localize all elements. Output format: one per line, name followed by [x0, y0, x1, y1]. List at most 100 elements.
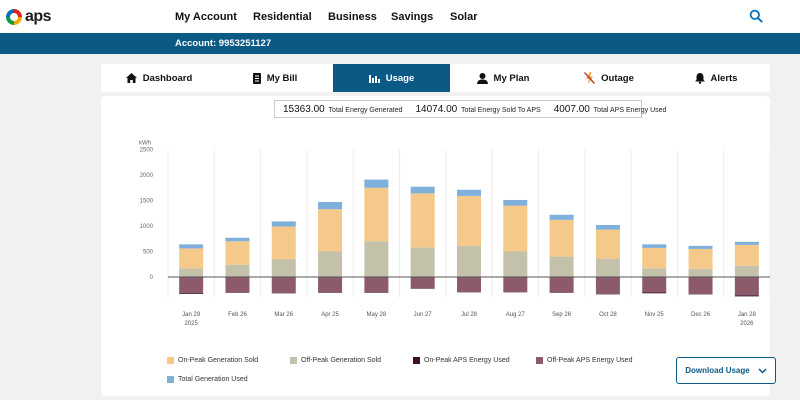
legend-swatch [536, 357, 543, 364]
bar-on-peak-generation-sold [318, 209, 343, 252]
bar-off-peak-aps-energy-used [364, 277, 389, 293]
bar-off-peak-generation-sold [318, 251, 343, 277]
tab-usage[interactable]: Usage [333, 64, 450, 92]
legend-label: Total Generation Used [178, 376, 248, 383]
bar-on-peak-generation-sold [271, 226, 296, 260]
bar-off-peak-generation-sold [688, 268, 713, 277]
bar-off-peak-generation-sold [503, 251, 528, 277]
download-usage-button[interactable]: Download Usage [676, 357, 776, 384]
bill-icon [252, 72, 261, 84]
bar-off-peak-aps-energy-used [642, 277, 667, 293]
bar-total-generation-used [503, 199, 528, 206]
bar-on-peak-aps-energy-used [271, 292, 296, 294]
sold-value: 14074.00 [415, 103, 458, 115]
bar-total-generation-used [410, 186, 435, 194]
bar-on-peak-generation-sold [642, 247, 667, 269]
summary-generated: 15363.00 Total Energy Generated [283, 104, 402, 115]
aps-logo[interactable]: aps [6, 8, 52, 26]
bar-on-peak-generation-sold [364, 187, 389, 242]
bar-off-peak-generation-sold [225, 264, 250, 277]
bar-total-generation-used [688, 245, 713, 249]
legend-item-total-used[interactable]: Total Generation Used [167, 376, 248, 383]
bar-off-peak-generation-sold [410, 247, 435, 277]
summary-sold: 14074.00 Total Energy Sold To APS [415, 104, 540, 115]
legend-label: Off-Peak APS Energy Used [547, 357, 633, 364]
nav-my-account[interactable]: My Account [175, 10, 237, 23]
tab-my-bill[interactable]: My Bill [217, 64, 333, 92]
x-tick-label: Apr 25 [321, 312, 339, 318]
y-axis-label: kWh [139, 141, 151, 147]
x-tick-label: Mar 26 [274, 312, 293, 318]
bar-on-peak-generation-sold [503, 205, 528, 252]
bar-off-peak-generation-sold [734, 265, 759, 277]
legend-swatch [167, 357, 174, 364]
tab-my-plan[interactable]: My Plan [450, 64, 556, 92]
bar-total-generation-used [595, 224, 620, 230]
used-value: 4007.00 [553, 103, 590, 115]
tab-label: My Plan [493, 72, 530, 84]
home-icon [125, 73, 137, 83]
bar-off-peak-aps-energy-used [688, 277, 713, 294]
bar-off-peak-aps-energy-used [734, 277, 759, 296]
bar-total-generation-used [179, 244, 204, 249]
x-tick-label: Nov 25 [645, 312, 665, 318]
outage-icon [584, 72, 596, 84]
energy-summary: 15363.00 Total Energy Generated 14074.00… [274, 100, 666, 118]
x-tick-label: Oct 28 [599, 312, 617, 318]
y-tick-label: 1000 [140, 224, 154, 230]
generated-value: 15363.00 [283, 103, 325, 115]
legend-item-off-peak-used[interactable]: Off-Peak APS Energy Used [536, 357, 632, 364]
x-tick-label: Jan 29 [182, 312, 201, 318]
summary-used: 4007.00 Total APS Energy Used [554, 104, 667, 115]
bar-on-peak-generation-sold [549, 219, 574, 257]
used-label: Total APS Energy Used [593, 106, 667, 114]
bar-on-peak-generation-sold [457, 195, 481, 246]
bar-off-peak-aps-energy-used [179, 277, 204, 293]
tab-dashboard[interactable]: Dashboard [101, 64, 217, 92]
tab-alerts[interactable]: Alerts [662, 64, 770, 92]
legend-item-on-peak-sold[interactable]: On-Peak Generation Sold [167, 357, 258, 364]
chevron-down-icon [758, 367, 767, 374]
x-tick-label: Jul 28 [461, 312, 478, 318]
legend-swatch [413, 357, 420, 364]
tab-bar: Dashboard My Bill Usage My Plan Outage A… [101, 64, 770, 92]
bar-on-peak-aps-energy-used [642, 292, 667, 294]
bar-off-peak-aps-energy-used [225, 277, 250, 293]
account-number: Account: 9953251127 [175, 38, 272, 49]
nav-residential[interactable]: Residential [253, 10, 312, 23]
tab-label: Alerts [710, 72, 738, 84]
y-tick-label: 500 [143, 250, 154, 256]
bar-total-generation-used [364, 179, 389, 188]
bar-off-peak-aps-energy-used [457, 277, 481, 292]
nav-solar[interactable]: Solar [450, 10, 478, 23]
bar-total-generation-used [271, 221, 296, 227]
legend-item-off-peak-sold[interactable]: Off-Peak Generation Sold [290, 357, 381, 364]
x-tick-sublabel: 2025 [184, 321, 198, 327]
bar-total-generation-used [734, 241, 759, 245]
legend-item-on-peak-used[interactable]: On-Peak APS Energy Used [413, 357, 510, 364]
legend-swatch [167, 376, 174, 383]
y-tick-label: 0 [150, 275, 154, 281]
x-tick-label: Aug 27 [506, 312, 526, 318]
page-scrollbar[interactable] [792, 54, 800, 400]
x-tick-label: Jan 28 [738, 312, 757, 318]
bar-on-peak-aps-energy-used [318, 292, 343, 293]
y-tick-label: 1500 [140, 199, 154, 205]
bar-off-peak-aps-energy-used [503, 277, 528, 292]
bar-off-peak-aps-energy-used [549, 277, 574, 293]
aps-logo-mark [6, 9, 22, 25]
sold-label: Total Energy Sold To APS [461, 106, 541, 114]
nav-business[interactable]: Business [328, 10, 377, 23]
tab-label: My Bill [266, 72, 298, 84]
nav-savings[interactable]: Savings [391, 10, 434, 23]
bar-on-peak-aps-energy-used [734, 295, 759, 297]
x-tick-label: Dec 26 [691, 312, 711, 318]
tab-outage[interactable]: Outage [556, 64, 662, 92]
bar-off-peak-aps-energy-used [271, 277, 296, 293]
bar-off-peak-generation-sold [642, 268, 667, 277]
bar-off-peak-generation-sold [595, 258, 620, 277]
tab-label: Usage [385, 72, 415, 84]
bar-total-generation-used [225, 237, 250, 242]
search-icon[interactable] [749, 9, 763, 23]
